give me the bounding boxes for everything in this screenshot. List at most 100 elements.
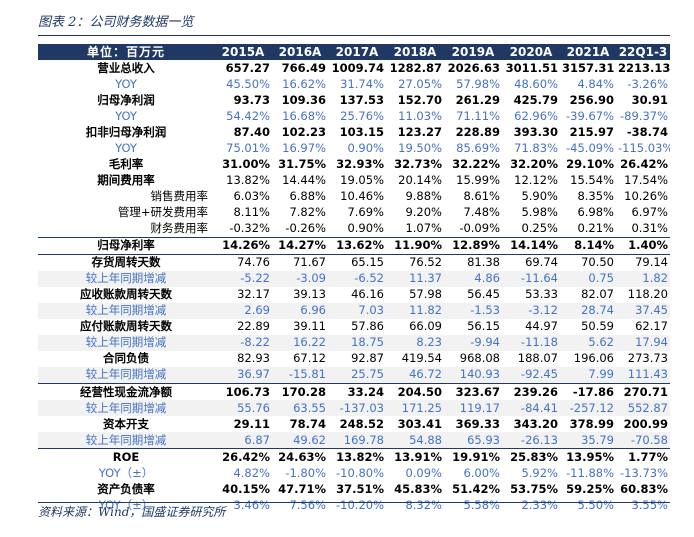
value-cell: 343.20: [513, 416, 558, 431]
table-row: 销售费用率 6.03% 6.88% 10.46% 9.88% 8.61% 5.90% 8.35…: [38, 188, 670, 204]
value-cell: 968.08: [459, 351, 500, 366]
row-label: 合同负债: [103, 351, 149, 366]
value-cell: 75.01%: [226, 140, 270, 155]
value-cell: 79.14: [616, 253, 670, 271]
value-cell: 18.75: [328, 334, 386, 351]
value-cell: -10.80%: [336, 465, 384, 480]
value-cell: 256.90: [569, 92, 614, 107]
value-cell: 63.55: [272, 400, 328, 417]
value-cell: 109.36: [281, 92, 326, 107]
row-label: 毛利率: [108, 156, 144, 171]
value-cell: 81.38: [444, 253, 502, 271]
value-cell: 37.51%: [336, 481, 384, 496]
value-cell: 8.14%: [560, 236, 616, 255]
value-cell: 2026.63: [447, 60, 500, 75]
table-row: 存货周转天数 74.76 71.67 65.15 76.52 81.38 69.74 70.5…: [38, 253, 670, 271]
value-cell: -8.22: [214, 334, 272, 351]
value-cell: 54.42%: [226, 108, 270, 123]
period-header: 2015A: [214, 44, 272, 61]
value-cell: 12.89%: [444, 236, 502, 255]
value-cell: 102.23: [281, 124, 326, 139]
value-cell: -5.22: [214, 270, 272, 287]
value-cell: -1.80%: [285, 465, 326, 480]
value-cell: 32.17: [237, 287, 270, 302]
value-cell: 32.20%: [510, 156, 558, 171]
value-cell: 13.95%: [560, 448, 616, 466]
row-label: 扣非归母净利润: [85, 124, 167, 139]
value-cell: 0.25%: [521, 221, 558, 236]
table-row: YOY 45.50% 16.62% 31.74% 27.05% 57.98% 48.60% 4…: [38, 76, 670, 92]
table-row: 应收账款周转天数 32.17 39.13 46.16 57.98 56.45 53.33 82…: [38, 287, 670, 303]
value-cell: 9.20%: [405, 204, 442, 219]
value-cell: 13.62%: [328, 236, 386, 255]
value-cell: 25.83%: [502, 448, 560, 466]
value-cell: -3.26%: [627, 76, 668, 91]
value-cell: 2.69: [214, 302, 272, 319]
row-label: 应付账款周转天数: [80, 319, 172, 334]
row-label: 管理+研发费用率: [117, 204, 208, 219]
table-row: 资本开支 29.11 78.74 248.52 303.41 369.33 343.20 37…: [38, 416, 670, 432]
value-cell: -11.64: [502, 270, 560, 287]
value-cell: 1.40%: [616, 236, 670, 255]
value-cell: 29.10%: [566, 156, 614, 171]
value-cell: 425.79: [513, 92, 558, 107]
table-row: 较上年同期增减 -8.22 16.22 18.75 8.23 -9.94 -11.18 5.6…: [38, 334, 670, 351]
row-label: 较上年同期增减: [38, 302, 214, 319]
unit-label: 单位：百万元: [38, 44, 214, 61]
value-cell: 69.74: [502, 253, 560, 271]
value-cell: 3157.31: [562, 60, 615, 75]
value-cell: 123.27: [397, 124, 442, 139]
value-cell: -11.88%: [566, 465, 614, 480]
value-cell: 140.93: [444, 366, 502, 384]
period-header: 2016A: [272, 44, 328, 61]
table-row: 较上年同期增减 55.76 63.55 -137.03 171.25 119.17 -84.…: [38, 400, 670, 417]
value-cell: 10.26%: [624, 188, 668, 203]
table-row: 较上年同期增减 2.69 6.96 7.03 11.82 -1.53 -3.12 28.74 3…: [38, 302, 670, 319]
period-header: 2020A: [502, 44, 560, 61]
value-cell: 53.75%: [510, 481, 558, 496]
value-cell: 29.11: [233, 416, 270, 431]
value-cell: 393.30: [513, 124, 558, 139]
value-cell: 7.56%: [289, 497, 326, 512]
row-label: 期间费用率: [97, 172, 155, 187]
value-cell: 55.76: [214, 400, 272, 417]
row-label: YOY（±）: [98, 497, 154, 512]
value-cell: 1.07%: [405, 221, 442, 236]
value-cell: 62.96%: [514, 108, 558, 123]
value-cell: -257.12: [560, 400, 616, 417]
table-row: 较上年同期增减 -5.22 -3.09 -6.52 11.37 4.86 -11.64 0.7…: [38, 270, 670, 287]
row-label: 资本开支: [103, 416, 149, 431]
value-cell: 11.82: [386, 302, 444, 319]
value-cell: 657.27: [225, 60, 270, 75]
value-cell: 13.82%: [328, 448, 386, 466]
value-cell: 13.91%: [386, 448, 444, 466]
table-row: 扣非归母净利润 87.40 102.23 103.15 123.27 228.89 393.…: [38, 124, 670, 140]
value-cell: 37.45: [616, 302, 670, 319]
value-cell: 15.99%: [456, 172, 500, 187]
value-cell: 0.90%: [347, 221, 384, 236]
value-cell: 369.33: [455, 416, 500, 431]
value-cell: 0.90%: [347, 140, 384, 155]
value-cell: 31.75%: [278, 156, 326, 171]
value-cell: 14.27%: [272, 236, 328, 255]
table-row: 管理+研发费用率 8.11% 7.82% 7.69% 9.20% 7.48% 5.98% 6.…: [38, 204, 670, 220]
value-cell: 119.17: [444, 400, 502, 417]
value-cell: -3.12: [502, 302, 560, 319]
value-cell: 5.62: [560, 334, 616, 351]
value-cell: 111.43: [616, 366, 670, 384]
value-cell: 6.03%: [233, 188, 270, 203]
value-cell: 5.92%: [521, 465, 558, 480]
value-cell: 270.71: [616, 382, 670, 401]
value-cell: 766.49: [281, 60, 326, 75]
value-cell: 7.03: [328, 302, 386, 319]
row-label: 财务费用率: [150, 221, 209, 236]
value-cell: 31.00%: [222, 156, 270, 171]
value-cell: 49.62: [272, 432, 328, 449]
period-header: 22Q1-3: [616, 44, 670, 61]
value-cell: 5.90%: [521, 188, 558, 203]
value-cell: 35.79: [560, 432, 616, 449]
value-cell: 273.73: [627, 351, 668, 366]
value-cell: -11.18: [502, 334, 560, 351]
source-note: 资料来源：Wind，国盛证券研究所: [38, 505, 226, 519]
value-cell: -9.94: [444, 334, 502, 351]
